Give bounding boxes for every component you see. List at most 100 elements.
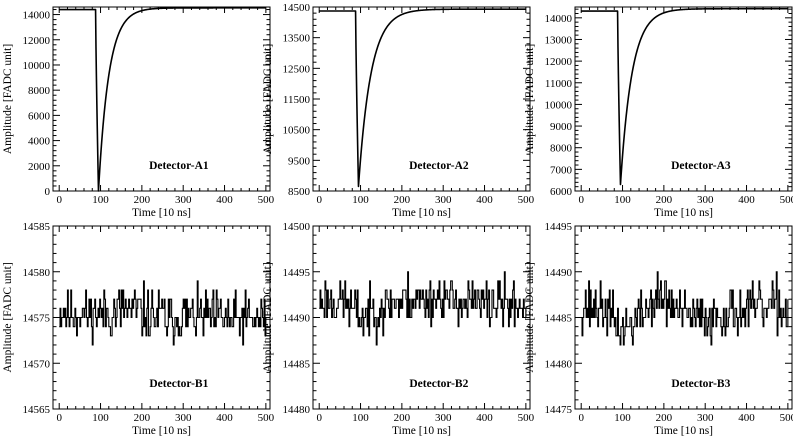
y-tick-label: 14490: [283, 313, 311, 325]
y-tick-label: 14480: [283, 404, 311, 416]
x-tick-label: 0: [316, 412, 322, 424]
detector-label: Detector-B1: [149, 378, 208, 390]
x-tick-label: 100: [92, 194, 109, 206]
y-tick-label: 12000: [23, 35, 51, 47]
y-tick-label: 6000: [550, 186, 573, 198]
x-tick-label: 200: [656, 412, 673, 424]
y-axis-title: Amplitude [FADC unit]: [262, 44, 274, 154]
waveform-trace-a1: [58, 7, 267, 192]
y-tick-label: 14000: [545, 13, 573, 25]
x-axis-title: Time [10 ns]: [392, 207, 451, 219]
y-tick-label: 11500: [283, 94, 311, 106]
y-axis-title: Amplitude [FADC unit]: [2, 262, 14, 372]
detector-label: Detector-B3: [671, 378, 730, 390]
x-axis-title: Time [10 ns]: [132, 207, 191, 219]
y-tick-label: 12000: [545, 56, 573, 68]
y-axis-title: Amplitude [FADC unit]: [524, 44, 536, 154]
y-tick-label: 14580: [23, 267, 51, 279]
x-tick-label: 300: [175, 412, 192, 424]
detector-label: Detector-A1: [149, 160, 209, 172]
x-tick-label: 200: [134, 412, 151, 424]
x-axis-title: Time [10 ns]: [392, 425, 451, 437]
x-tick-label: 500: [258, 194, 275, 206]
panel-b3: 0 100 200 300 400 500 14475 14480 14485 14490 1449…: [524, 221, 793, 437]
y-tick-label: 14570: [23, 358, 51, 370]
y-tick-label: 10000: [23, 60, 51, 72]
x-tick-label: 200: [394, 194, 411, 206]
x-tick-label: 200: [134, 194, 151, 206]
x-tick-label: 500: [518, 194, 535, 206]
x-tick-label: 400: [738, 194, 755, 206]
x-tick-label: 400: [216, 194, 233, 206]
x-tick-label: 200: [394, 412, 411, 424]
x-tick-label: 100: [92, 412, 109, 424]
panel-a3: 0 100 200 300 400 500 6000 7000 8000 9000 10000 110…: [524, 6, 793, 219]
y-tick-label: 14495: [283, 267, 311, 279]
x-tick-label: 500: [780, 194, 793, 206]
waveform-trace-b3: [581, 271, 789, 346]
y-tick-label: 7000: [550, 164, 573, 176]
x-tick-label: 400: [476, 412, 493, 424]
x-tick-label: 300: [435, 194, 452, 206]
plot-frame: [52, 6, 271, 192]
y-tick-label: 14490: [545, 267, 573, 279]
y-axis-title: Amplitude [FADC unit]: [262, 262, 274, 372]
y-tick-label: 4000: [28, 136, 51, 148]
x-tick-label: 500: [258, 412, 275, 424]
y-tick-label: 14475: [545, 404, 573, 416]
x-tick-label: 100: [352, 194, 369, 206]
y-tick-label: 14495: [545, 221, 573, 233]
x-tick-label: 100: [614, 412, 631, 424]
y-tick-label: 8000: [550, 143, 573, 155]
y-tick-label: 8000: [28, 85, 51, 97]
y-tick-label: 14500: [283, 2, 311, 14]
y-tick-label: 13500: [283, 33, 311, 45]
y-tick-label: 0: [45, 186, 51, 198]
plot-frame: [574, 6, 793, 192]
x-tick-label: 0: [56, 412, 62, 424]
x-tick-label: 300: [435, 412, 452, 424]
y-tick-label: 11000: [545, 78, 573, 90]
x-tick-label: 500: [518, 412, 535, 424]
panel-a2: 0 100 200 300 400 500 8500 9500 10500 11500 12500 1…: [262, 2, 535, 219]
x-tick-label: 400: [216, 412, 233, 424]
waveform-trace-b2: [319, 271, 527, 346]
y-tick-label: 14575: [23, 313, 51, 325]
y-axis-title: Amplitude [FADC unit]: [524, 262, 536, 372]
y-axis-title: Amplitude [FADC unit]: [2, 44, 14, 154]
y-tick-label: 13000: [545, 34, 573, 46]
y-tick-label: 10000: [545, 99, 573, 111]
x-tick-label: 0: [56, 194, 62, 206]
x-tick-label: 500: [780, 412, 793, 424]
y-tick-label: 14565: [23, 404, 51, 416]
x-tick-label: 100: [614, 194, 631, 206]
x-tick-label: 0: [578, 194, 584, 206]
y-tick-label: 12500: [283, 63, 311, 75]
waveform-trace-b1: [59, 280, 267, 346]
y-tick-label: 9000: [550, 121, 573, 133]
detector-label: Detector-B2: [409, 378, 468, 390]
x-tick-label: 300: [175, 194, 192, 206]
y-tick-label: 2000: [28, 161, 51, 173]
x-tick-label: 300: [697, 412, 714, 424]
y-tick-label: 14485: [283, 358, 311, 370]
panel-b2: 0 100 200 300 400 500 14480 14485 14490 14495 1450…: [262, 221, 535, 437]
x-tick-label: 400: [476, 194, 493, 206]
panel-b1: 0 100 200 300 400 500 14565 14570 14575 14580 1458…: [2, 221, 275, 437]
detector-label: Detector-A3: [671, 160, 731, 172]
x-tick-label: 100: [352, 412, 369, 424]
x-tick-label: 400: [738, 412, 755, 424]
x-tick-label: 0: [578, 412, 584, 424]
y-tick-label: 14000: [23, 10, 51, 22]
waveform-trace-a3: [580, 7, 789, 186]
x-axis-title: Time [10 ns]: [132, 425, 191, 437]
x-axis-title: Time [10 ns]: [654, 425, 713, 437]
detector-label: Detector-A2: [409, 160, 469, 172]
y-tick-label: 14500: [283, 221, 311, 233]
x-tick-label: 300: [697, 194, 714, 206]
x-tick-label: 0: [316, 194, 322, 206]
y-tick-label: 10500: [283, 125, 311, 137]
x-tick-label: 200: [656, 194, 673, 206]
y-tick-label: 14480: [545, 358, 573, 370]
